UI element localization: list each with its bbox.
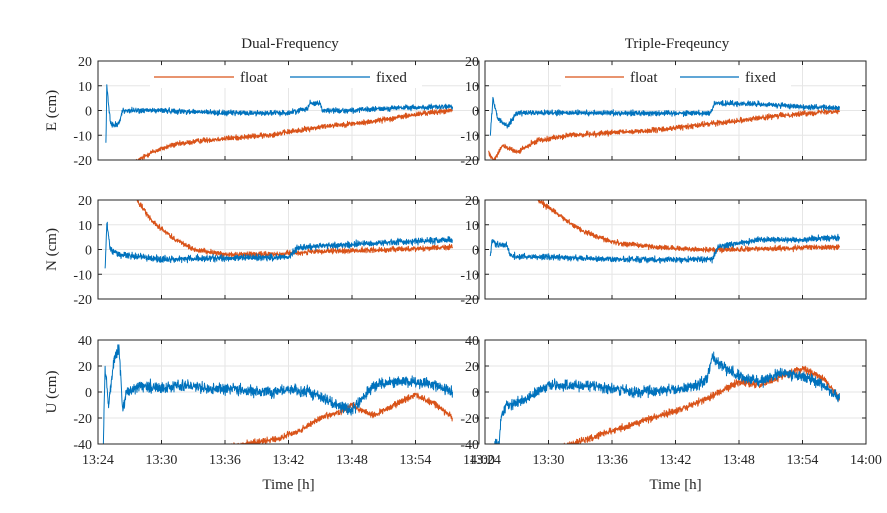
x-tick-label: 13:42 xyxy=(660,453,692,468)
col-title-dual: Dual-Frequency xyxy=(241,36,339,52)
y-axis-label: E (cm) xyxy=(44,90,60,131)
series-line-float-dual-U xyxy=(222,392,453,444)
x-tick-label: 14:00 xyxy=(463,453,495,468)
y-tick-label: -20 xyxy=(460,412,479,427)
y-tick-label: -10 xyxy=(73,129,92,144)
y-tick-label: 0 xyxy=(85,105,92,120)
series-line-fixed-dual-N xyxy=(104,221,453,269)
y-tick-label: 20 xyxy=(78,55,92,70)
panel-dual-U: -40 -20 0 20 40 13:24 13:30 13:36 13:42 13:48 13:5… xyxy=(44,334,495,493)
x-axis-label: Time [h] xyxy=(262,477,314,493)
panel-dual-N: -20 -10 0 10 20 N (cm) xyxy=(44,194,480,308)
y-tick-label: -20 xyxy=(460,154,479,169)
x-tick-label: 14:00 xyxy=(850,453,882,468)
x-tick-label: 13:48 xyxy=(336,453,368,468)
y-tick-label: -40 xyxy=(460,438,479,453)
series-line-fixed-triple-E xyxy=(489,96,840,136)
legend-label-fixed: fixed xyxy=(745,70,776,86)
y-tick-label: 40 xyxy=(78,334,92,349)
x-tick-label: 13:24 xyxy=(82,453,114,468)
y-tick-label: 20 xyxy=(78,360,92,375)
x-tick-label: 13:42 xyxy=(273,453,305,468)
y-axis-label: N (cm) xyxy=(44,228,60,271)
y-tick-label: 10 xyxy=(78,80,92,95)
y-tick-label: -20 xyxy=(73,412,92,427)
series-line-float-dual-N xyxy=(136,200,453,259)
legend-box xyxy=(561,66,791,88)
x-axis-label: Time [h] xyxy=(649,477,701,493)
series-line-fixed-dual-E xyxy=(105,84,453,143)
y-tick-label: -20 xyxy=(73,154,92,169)
y-tick-label: 20 xyxy=(78,194,92,209)
x-tick-label: 13:24 xyxy=(469,453,501,468)
x-tick-label: 13:30 xyxy=(146,453,178,468)
y-tick-label: 20 xyxy=(465,360,479,375)
panel-triple-E: -20 -10 0 10 20 float fixed xyxy=(460,55,867,169)
y-tick-label: 0 xyxy=(85,244,92,259)
panel-triple-U: -40 -20 0 20 40 13:24 13:30 13:36 13:42 13:48 13:5… xyxy=(460,334,882,493)
panel-dual-E: -20 -10 0 10 20 E (cm) float fixed xyxy=(44,55,480,169)
y-tick-label: -10 xyxy=(460,129,479,144)
y-tick-label: 10 xyxy=(465,219,479,234)
series-line-fixed-triple-N xyxy=(489,233,840,264)
legend-label-fixed: fixed xyxy=(376,70,407,86)
series-group xyxy=(494,351,840,444)
y-tick-label: 10 xyxy=(78,219,92,234)
series-line-fixed-triple-U xyxy=(494,351,840,444)
col-title-triple: Triple-Freqeuncy xyxy=(625,36,730,52)
y-tick-label: 10 xyxy=(465,80,479,95)
legend-label-float: float xyxy=(630,70,658,86)
series-group xyxy=(104,200,453,269)
y-tick-label: 40 xyxy=(465,334,479,349)
x-tick-label: 13:36 xyxy=(596,453,628,468)
x-tick-label: 13:48 xyxy=(723,453,755,468)
series-group xyxy=(102,344,453,444)
x-tick-label: 13:54 xyxy=(787,453,819,468)
legend-dual: float fixed xyxy=(150,66,422,88)
y-tick-label: -10 xyxy=(73,268,92,283)
y-tick-label: 0 xyxy=(472,386,479,401)
series-line-float-triple-U xyxy=(563,365,840,444)
legend-label-float: float xyxy=(240,70,268,86)
x-tick-label: 13:30 xyxy=(533,453,565,468)
y-tick-label: 0 xyxy=(85,386,92,401)
legend-triple: float fixed xyxy=(561,66,791,88)
series-line-float-dual-E xyxy=(135,107,453,160)
series-line-fixed-dual-U xyxy=(102,344,453,444)
y-tick-label: 0 xyxy=(472,244,479,259)
series-line-float-triple-N xyxy=(537,200,840,254)
series-group xyxy=(488,96,840,160)
panel-triple-N: -20 -10 0 10 20 xyxy=(460,194,867,308)
series-line-float-triple-E xyxy=(488,108,840,160)
y-tick-label: 20 xyxy=(465,194,479,209)
panels: -20 -10 0 10 20 E (cm) float fixed -20 -10 0 10 20 fl… xyxy=(44,55,882,493)
series-group xyxy=(489,200,840,264)
y-tick-label: -10 xyxy=(460,268,479,283)
series-group xyxy=(105,84,453,160)
legend-box xyxy=(150,66,422,88)
y-tick-label: -20 xyxy=(73,293,92,308)
y-tick-label: 0 xyxy=(472,105,479,120)
y-tick-label: -40 xyxy=(73,438,92,453)
y-tick-label: -20 xyxy=(460,293,479,308)
x-tick-label: 13:36 xyxy=(209,453,241,468)
x-tick-label: 13:54 xyxy=(400,453,432,468)
y-tick-label: 20 xyxy=(465,55,479,70)
y-axis-label: U (cm) xyxy=(44,371,60,414)
